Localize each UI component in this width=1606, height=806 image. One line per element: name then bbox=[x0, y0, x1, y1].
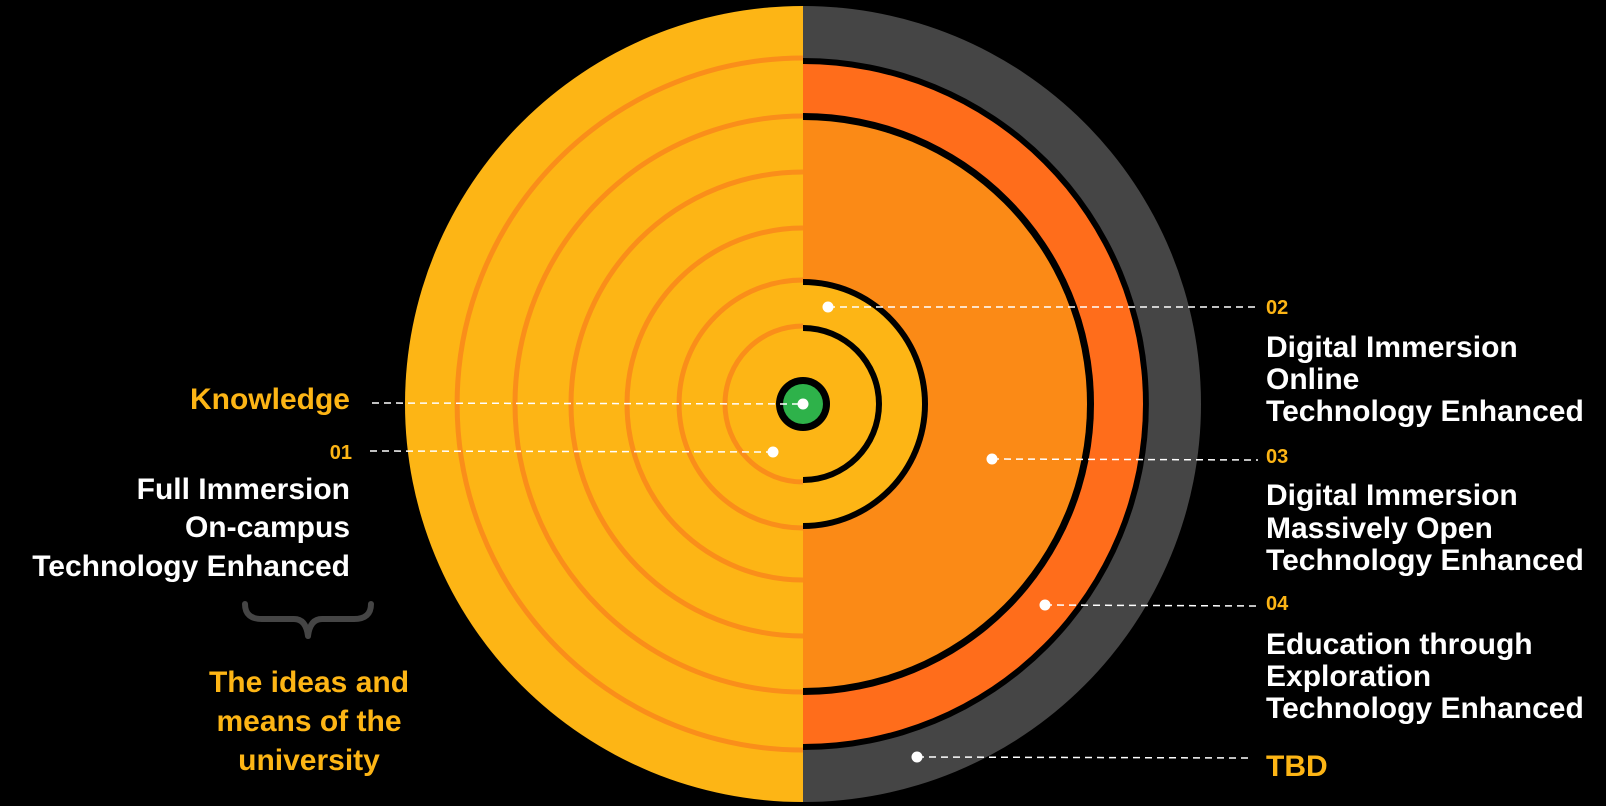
item-02-line-3: Technology Enhanced bbox=[1266, 395, 1584, 428]
item-01-number: 01 bbox=[330, 442, 352, 464]
brace-caption-line-3: university bbox=[238, 744, 380, 777]
dot-03 bbox=[986, 453, 998, 465]
tbd-label: TBD bbox=[1266, 750, 1328, 783]
item-01-line-2: On-campus bbox=[185, 511, 350, 544]
dot-01 bbox=[767, 446, 779, 458]
dot-knowledge bbox=[797, 398, 809, 410]
dot-02 bbox=[822, 301, 834, 313]
item-03-line-3: Technology Enhanced bbox=[1266, 544, 1584, 577]
item-04-line-3: Technology Enhanced bbox=[1266, 692, 1584, 725]
left-ring-1 bbox=[454, 55, 804, 753]
item-03-line-2: Massively Open bbox=[1266, 512, 1493, 545]
leader-03 bbox=[991, 458, 1259, 461]
left-ring-3 bbox=[568, 169, 804, 639]
marker-dots bbox=[767, 301, 1051, 763]
item-02-line-1: Digital Immersion bbox=[1266, 331, 1518, 364]
item-04-number: 04 bbox=[1266, 593, 1289, 615]
ring-01-fill bbox=[803, 331, 876, 477]
right-half bbox=[803, 6, 1201, 802]
knowledge-label: Knowledge bbox=[190, 383, 350, 416]
curly-brace-icon bbox=[242, 601, 374, 639]
left-ring-2 bbox=[512, 113, 804, 695]
item-02-line-2: Online bbox=[1266, 363, 1359, 396]
brace-caption-line-1: The ideas and bbox=[209, 666, 409, 699]
item-01-line-3: Technology Enhanced bbox=[32, 550, 350, 583]
brace-caption-line-2: means of the bbox=[216, 705, 401, 738]
item-03-line-1: Digital Immersion bbox=[1266, 479, 1518, 512]
item-01-line-1: Full Immersion bbox=[137, 473, 350, 506]
leader-lines bbox=[369, 306, 1259, 759]
dot-tbd bbox=[911, 751, 923, 763]
left-ring-5 bbox=[676, 277, 804, 531]
item-03-number: 03 bbox=[1266, 446, 1288, 468]
dot-04 bbox=[1039, 599, 1051, 611]
item-04-line-1: Education through bbox=[1266, 628, 1533, 661]
item-04-line-2: Exploration bbox=[1266, 660, 1431, 693]
item-02-number: 02 bbox=[1266, 297, 1288, 319]
light-orange-band bbox=[803, 120, 1087, 688]
